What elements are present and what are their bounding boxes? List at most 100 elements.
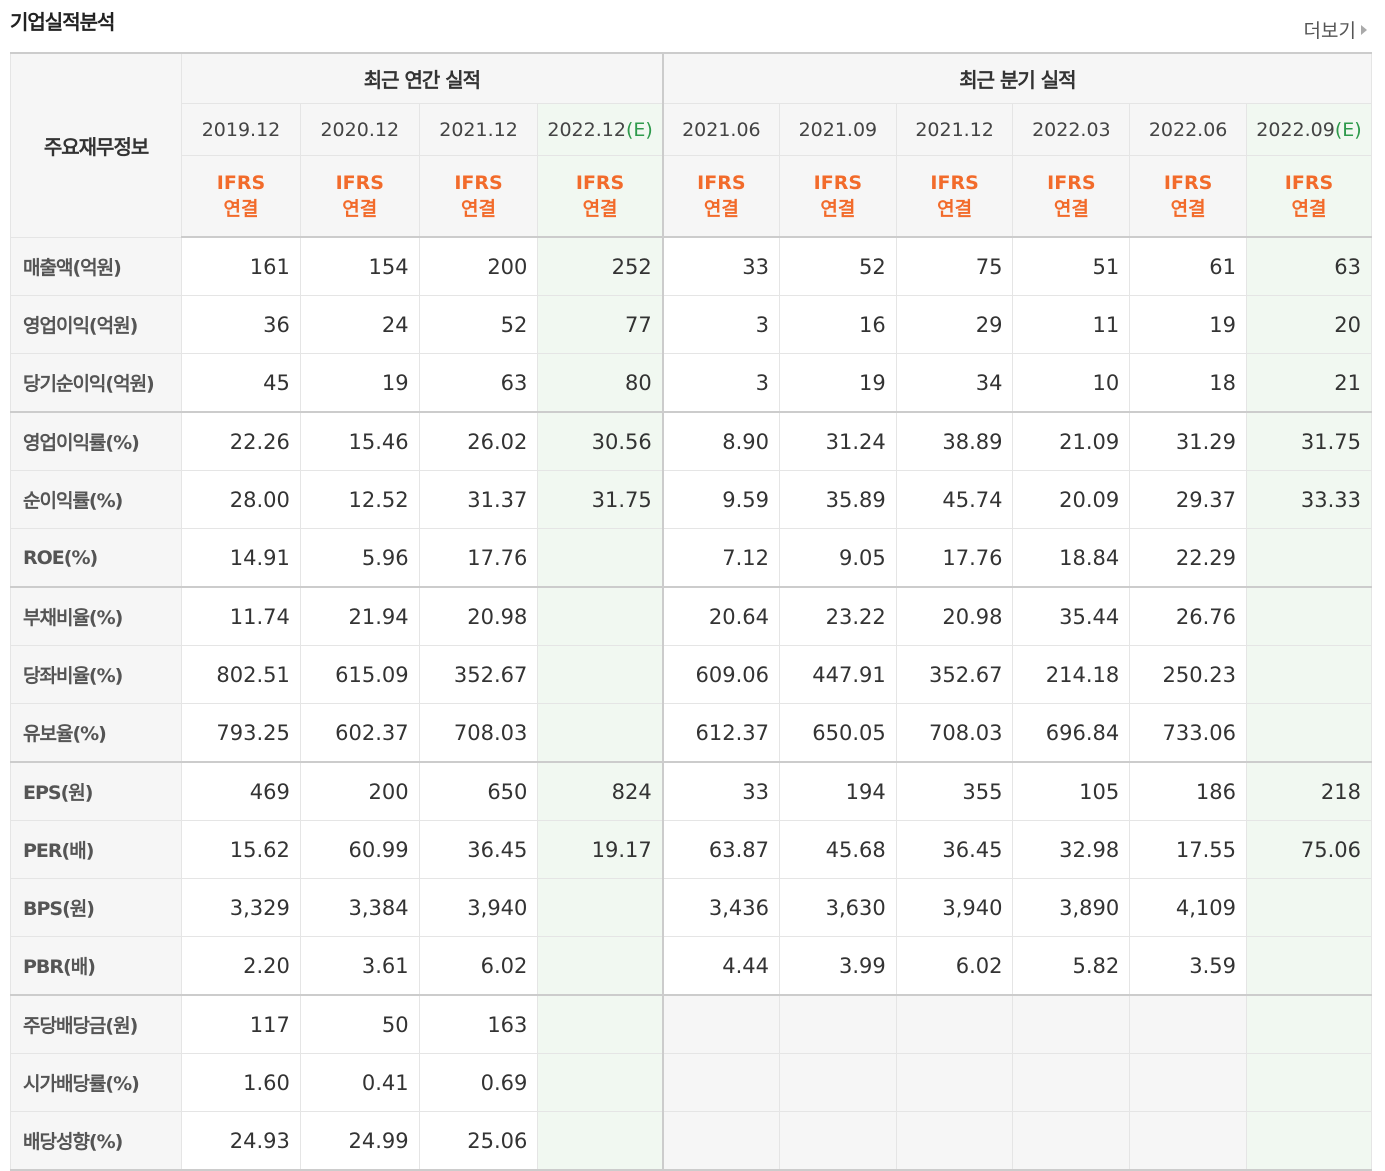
table-cell: 75 [895, 236, 1014, 296]
row-label: ROE(%) [9, 528, 183, 588]
table-cell: 3,436 [661, 878, 780, 937]
table-cell: 45.74 [895, 470, 1014, 529]
table-cell: 22.26 [181, 411, 301, 471]
table-cell: 20.98 [418, 586, 539, 646]
table-cell [1012, 1111, 1131, 1171]
accounting-standard: IFRS 연결 [778, 155, 897, 238]
table-cell [895, 1111, 1014, 1171]
period-header: 2022.06 [1129, 103, 1247, 156]
table-cell: 3,890 [1012, 878, 1131, 937]
accounting-standard: IFRS 연결 [661, 155, 780, 238]
table-cell: 117 [181, 994, 301, 1054]
consolidated-label: 연결 [820, 198, 856, 220]
table-row: BPS(원) 3,329 3,384 3,940 3,436 3,630 3,940 3,89… [9, 878, 1373, 937]
table-cell: 80 [537, 353, 664, 413]
table-body: 매출액(억원) 161 154 200 252 33 52 75 51 61 63 영업이익(억원) 3… [9, 236, 1373, 1171]
table-cell: 31.37 [418, 470, 539, 529]
consolidated-label: 연결 [461, 198, 496, 220]
table-cell: 3,329 [181, 878, 301, 937]
arrow-right-icon [1361, 25, 1367, 35]
table-cell [1245, 936, 1373, 996]
row-label: 당좌비율(%) [9, 645, 183, 704]
table-cell [895, 994, 1014, 1054]
table-cell: 11 [1012, 295, 1131, 354]
period-label: 2021.06 [682, 118, 761, 141]
consolidated-label: 연결 [703, 198, 739, 220]
accounting-standard: IFRS 연결 [299, 155, 420, 238]
section-title: 기업실적분석 [10, 10, 115, 34]
table-cell: 793.25 [181, 703, 301, 763]
ifrs-label: IFRS [1047, 172, 1096, 194]
table-cell: 612.37 [661, 703, 780, 763]
table-cell: 3,940 [895, 878, 1014, 937]
accounting-standard: IFRS 연결 [418, 155, 539, 238]
table-cell: 19 [299, 353, 420, 413]
table-cell: 33 [661, 236, 780, 296]
table-cell [537, 528, 664, 588]
table-cell: 38.89 [895, 411, 1014, 471]
table-cell: 45.68 [778, 820, 897, 879]
table-cell: 25.06 [418, 1111, 539, 1171]
table-cell: 61 [1129, 236, 1247, 296]
period-label: 2021.09 [798, 118, 878, 141]
table-cell: 32.98 [1012, 820, 1131, 879]
period-header: 2021.06 [661, 103, 780, 156]
more-link-label[interactable]: 더보기 [1303, 20, 1356, 42]
table-cell: 77 [537, 295, 664, 354]
accounting-standard: IFRS 연결 [895, 155, 1014, 238]
table-cell: 3 [661, 353, 780, 413]
table-cell: 9.05 [778, 528, 897, 588]
row-label: 배당성향(%) [9, 1111, 183, 1171]
table-cell: 4,109 [1129, 878, 1247, 937]
table-cell: 36.45 [895, 820, 1014, 879]
period-header: 2020.12 [299, 103, 420, 156]
financial-summary-table: 주요재무정보 최근 연간 실적 최근 분기 실적 2019.12 2020.12 2… [9, 52, 1373, 1171]
ifrs-label: IFRS [216, 172, 266, 194]
table-cell: 31.24 [778, 411, 897, 471]
table-cell [1245, 645, 1373, 704]
ifrs-label: IFRS [1284, 172, 1334, 194]
table-cell: 708.03 [418, 703, 539, 763]
table-cell: 75.06 [1245, 820, 1373, 879]
row-label: 당기순이익(억원) [9, 353, 183, 413]
period-label: 2022.03 [1032, 118, 1111, 141]
ifrs-label: IFRS [454, 172, 503, 194]
period-label: 2021.12 [439, 118, 518, 141]
table-cell: 447.91 [778, 645, 897, 704]
table-cell: 19 [778, 353, 897, 413]
table-cell: 24.93 [181, 1111, 301, 1171]
row-label: BPS(원) [9, 878, 183, 937]
table-cell: 35.44 [1012, 586, 1131, 646]
table-cell [1129, 1053, 1247, 1112]
table-cell: 6.02 [895, 936, 1014, 996]
consolidated-label: 연결 [582, 198, 618, 220]
period-header: 2021.12 [895, 103, 1014, 156]
table-cell [661, 1053, 780, 1112]
table-row: 유보율(%) 793.25 602.37 708.03 612.37 650.05 708.… [9, 703, 1373, 763]
table-row: 영업이익률(%) 22.26 15.46 26.02 30.56 8.90 31.24 38.… [9, 411, 1373, 471]
table-cell: 3,384 [299, 878, 420, 937]
accounting-standard: IFRS 연결 [537, 155, 664, 238]
table-cell: 161 [181, 236, 301, 296]
more-link[interactable]: 더보기 [1304, 16, 1367, 43]
table-cell: 615.09 [299, 645, 420, 704]
table-cell: 63.87 [661, 820, 780, 879]
table-cell: 5.96 [299, 528, 420, 588]
table-cell: 10 [1012, 353, 1131, 413]
table-cell: 20 [1245, 295, 1373, 354]
row-label: EPS(원) [9, 761, 183, 821]
table-header: 주요재무정보 최근 연간 실적 최근 분기 실적 2019.12 2020.12 2… [9, 52, 1373, 238]
header-row-periods: 2019.12 2020.12 2021.12 2022.12(E) 2021.06 20… [11, 103, 1373, 156]
table-row: EPS(원) 469 200 650 824 33 194 355 105 186 218 [9, 761, 1373, 821]
table-cell: 6.02 [418, 936, 539, 996]
table-cell: 218 [1245, 761, 1373, 821]
table-cell: 0.41 [299, 1053, 420, 1112]
table-cell [778, 994, 897, 1054]
table-cell: 3,940 [418, 878, 539, 937]
table-row: 주당배당금(원) 117 50 163 [9, 994, 1373, 1054]
table-row: 부채비율(%) 11.74 21.94 20.98 20.64 23.22 20.98 35.… [9, 586, 1373, 646]
table-cell [537, 703, 664, 763]
estimate-tag: (E) [625, 118, 653, 141]
group-annual-header: 최근 연간 실적 [181, 52, 664, 104]
period-label: 2020.12 [320, 118, 400, 141]
